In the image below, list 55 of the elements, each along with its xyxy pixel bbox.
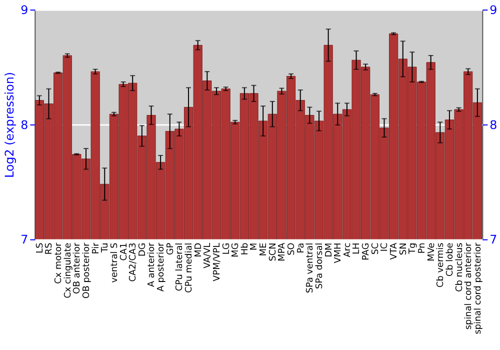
x-tick-label: LH xyxy=(352,242,362,254)
x-tick-label: SC xyxy=(370,242,381,255)
y-tick-label: 7 xyxy=(20,232,28,247)
x-tick-label: A anterior xyxy=(147,242,158,287)
x-tick-label: SCN xyxy=(268,242,278,262)
x-tick-label: CPu lateral xyxy=(175,242,186,292)
x-tick-label: spinal cord anterior xyxy=(464,242,474,330)
x-tick-label: Hb xyxy=(240,242,250,256)
x-tick-label: VPM/VPL xyxy=(212,242,222,282)
x-tick-label: MVe xyxy=(426,242,437,262)
x-tick-label: Arc xyxy=(342,242,353,258)
x-tick-label: DM xyxy=(324,242,334,258)
x-tick-label: IC xyxy=(380,242,390,252)
x-tick-label: VMH xyxy=(334,242,344,264)
x-tick-label: CPu medial xyxy=(184,242,194,293)
x-tick-label: RS xyxy=(44,242,55,255)
x-tick-label: LG xyxy=(222,242,232,255)
x-tick-label: Pn xyxy=(417,242,428,254)
x-tick-label: Pir xyxy=(91,242,102,254)
x-tick-label: Cb nucleus xyxy=(454,242,465,292)
x-tick-label: Tu xyxy=(100,242,111,254)
x-tick-label: Cb vermis xyxy=(436,242,446,288)
x-tick-label: DG xyxy=(138,242,148,257)
y2-tick-label: 7 xyxy=(490,232,498,247)
x-tick-label: OB anterior xyxy=(72,242,83,294)
y2-tick-label: 8 xyxy=(490,118,498,132)
x-tick-label: VTA xyxy=(390,242,400,260)
x-tick-label: MD xyxy=(194,242,204,258)
x-tick-label: CA1 xyxy=(119,242,130,261)
x-tick-label: CA2/CA3 xyxy=(128,242,139,282)
x-tick-label: ME xyxy=(259,242,270,256)
x-tick-label: Pa xyxy=(296,242,306,254)
x-tick-label: Cb lobe xyxy=(445,242,456,277)
x-tick-label: spinal cord posterior xyxy=(473,242,484,334)
y-axis-title: Log2 (expression) xyxy=(2,72,17,178)
x-tick-label: Cx motor xyxy=(54,242,64,284)
x-tick-label: ventral S xyxy=(110,242,120,283)
x-tick-label: SO xyxy=(287,242,298,256)
y-tick-label: 8 xyxy=(20,118,28,132)
x-tick-label: PAG xyxy=(362,242,372,260)
x-tick-label: MG xyxy=(231,242,242,258)
x-tick-label: Cx cingulate xyxy=(63,242,74,298)
x-tick-label: SN xyxy=(398,242,409,256)
x-tick-label: M xyxy=(250,242,260,250)
y2-tick-label: 9 xyxy=(490,3,498,18)
x-tick-label: SPa ventral xyxy=(306,242,316,294)
x-tick-label: A posterior xyxy=(156,242,167,292)
x-tick-label: VA/VL xyxy=(203,242,214,268)
x-tick-label: GP xyxy=(166,242,176,256)
x-tick-label: OB posterior xyxy=(82,242,92,299)
y-tick-label: 9 xyxy=(20,3,28,18)
x-tick-label: SPa dorsal xyxy=(314,242,325,289)
x-tick-label: Tg xyxy=(408,242,418,255)
x-tick-label: LS xyxy=(35,242,46,254)
x-tick-label: MPA xyxy=(278,242,288,262)
